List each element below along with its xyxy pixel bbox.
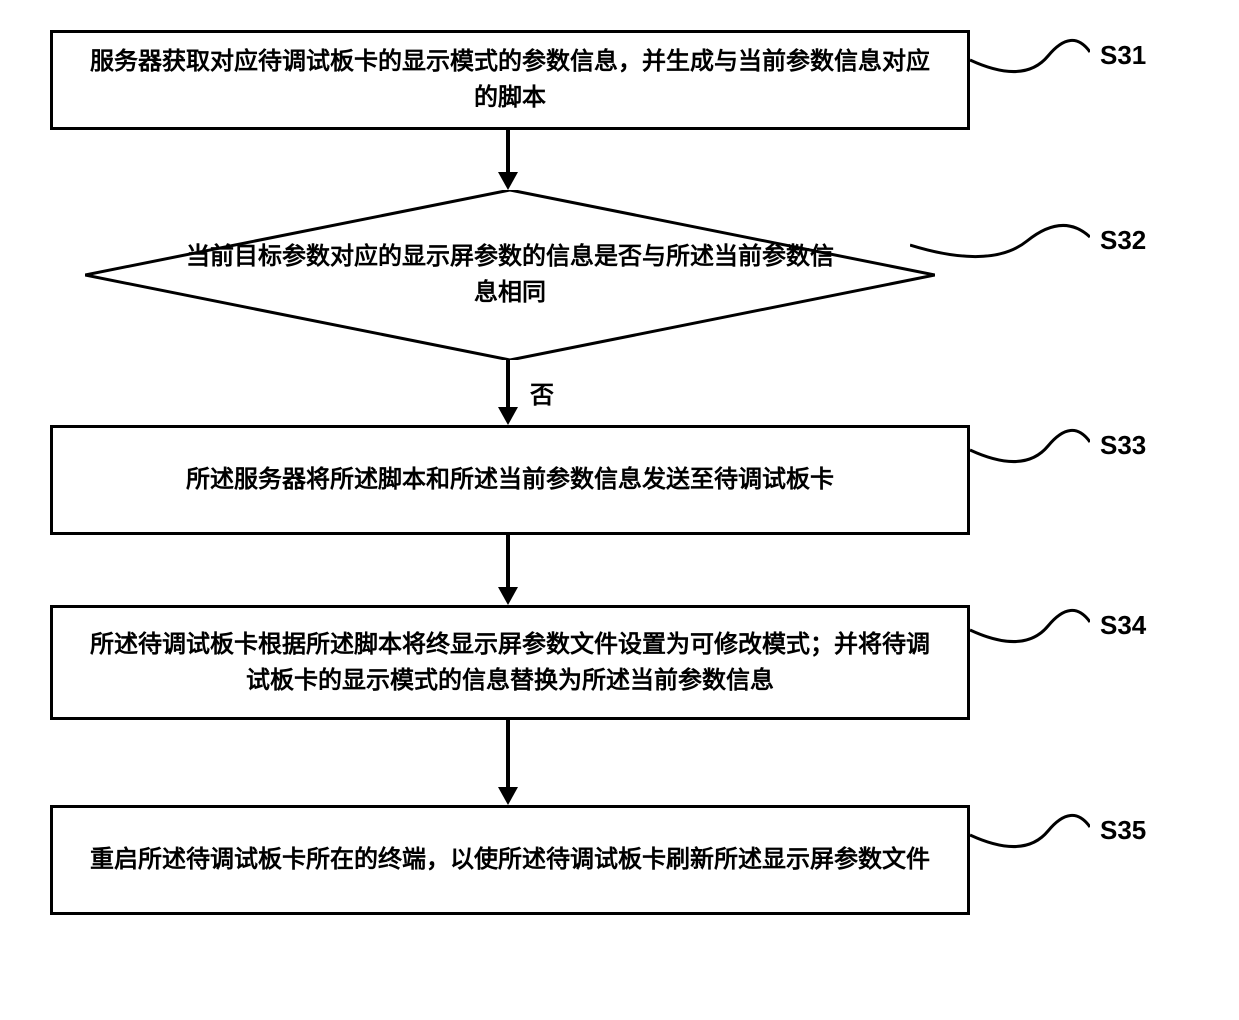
arrow-s34-s35	[506, 720, 510, 789]
arrow-head-s31-s32	[498, 172, 518, 190]
process-s33: 所述服务器将所述脚本和所述当前参数信息发送至待调试板卡	[50, 425, 970, 535]
arrow-s32-s33	[506, 360, 510, 409]
process-text-s35: 重启所述待调试板卡所在的终端，以使所述待调试板卡刷新所述显示屏参数文件	[90, 842, 930, 878]
arrow-s33-s34	[506, 535, 510, 589]
process-s31: 服务器获取对应待调试板卡的显示模式的参数信息，并生成与当前参数信息对应的脚本	[50, 30, 970, 130]
connector-s35	[970, 807, 1090, 855]
arrow-head-s33-s34	[498, 587, 518, 605]
step-label-s31: S31	[1100, 40, 1146, 71]
process-text-s31: 服务器获取对应待调试板卡的显示模式的参数信息，并生成与当前参数信息对应的脚本	[83, 44, 937, 116]
arrow-head-s34-s35	[498, 787, 518, 805]
edge-label-no-s32: 否	[530, 375, 554, 410]
step-label-s32: S32	[1100, 225, 1146, 256]
process-text-s34: 所述待调试板卡根据所述脚本将终显示屏参数文件设置为可修改模式；并将待调试板卡的显…	[83, 627, 937, 699]
connector-s32	[910, 217, 1090, 265]
decision-text-s32: 当前目标参数对应的显示屏参数的信息是否与所述当前参数信息相同	[85, 190, 935, 360]
connector-s34	[970, 602, 1090, 650]
connector-s33	[970, 422, 1090, 470]
arrow-s31-s32	[506, 130, 510, 174]
flowchart-container: 服务器获取对应待调试板卡的显示模式的参数信息，并生成与当前参数信息对应的脚本 S3…	[30, 30, 1210, 990]
decision-s32: 当前目标参数对应的显示屏参数的信息是否与所述当前参数信息相同	[85, 190, 935, 360]
process-s34: 所述待调试板卡根据所述脚本将终显示屏参数文件设置为可修改模式；并将待调试板卡的显…	[50, 605, 970, 720]
step-label-s35: S35	[1100, 815, 1146, 846]
connector-s31	[970, 32, 1090, 80]
step-label-s33: S33	[1100, 430, 1146, 461]
arrow-head-s32-s33	[498, 407, 518, 425]
step-label-s34: S34	[1100, 610, 1146, 641]
process-text-s33: 所述服务器将所述脚本和所述当前参数信息发送至待调试板卡	[186, 462, 834, 498]
process-s35: 重启所述待调试板卡所在的终端，以使所述待调试板卡刷新所述显示屏参数文件	[50, 805, 970, 915]
